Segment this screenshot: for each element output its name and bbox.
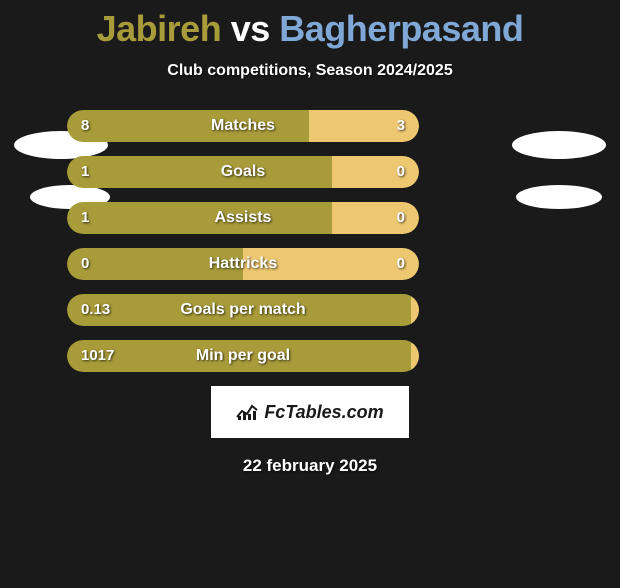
stat-value-right: 0 xyxy=(397,248,405,280)
logo: FcTables.com xyxy=(236,402,383,423)
chart-icon xyxy=(236,403,258,421)
stat-value-left: 0 xyxy=(81,248,89,280)
stat-label: Goals per match xyxy=(67,294,419,326)
stat-row: Min per goal1017 xyxy=(67,340,553,372)
date-text: 22 february 2025 xyxy=(0,456,620,476)
stat-row: Hattricks0 0 xyxy=(67,248,553,280)
stat-value-right: 3 xyxy=(397,110,405,142)
stat-label: Assists xyxy=(67,202,419,234)
stat-value-left: 1 xyxy=(81,202,89,234)
stat-value-right: 0 xyxy=(397,156,405,188)
subtitle: Club competitions, Season 2024/2025 xyxy=(0,62,620,80)
stat-value-left: 1017 xyxy=(81,340,114,372)
stats-area: Matches83Goals10Assists10Hattricks00Goal… xyxy=(0,110,620,372)
stat-label: Goals xyxy=(67,156,419,188)
logo-text: FcTables.com xyxy=(264,402,383,423)
stat-value-left: 8 xyxy=(81,110,89,142)
stat-value-left: 1 xyxy=(81,156,89,188)
logo-box: FcTables.com xyxy=(211,386,409,438)
stat-row: Goals per match0.13 xyxy=(67,294,553,326)
stat-value-left: 0.13 xyxy=(81,294,110,326)
stat-label: Min per goal xyxy=(67,340,419,372)
stat-label: Hattricks xyxy=(67,248,419,280)
player1-name: Jabireh xyxy=(97,8,222,49)
player2-name: Bagherpasand xyxy=(279,8,523,49)
stat-value-right: 0 xyxy=(397,202,405,234)
stat-row: Assists1 0 xyxy=(67,202,553,234)
stat-row: Goals1 0 xyxy=(67,156,553,188)
comparison-title: Jabireh vs Bagherpasand xyxy=(0,8,620,50)
vs-text: vs xyxy=(231,8,270,49)
stat-row: Matches8 3 xyxy=(67,110,553,142)
stat-label: Matches xyxy=(67,110,419,142)
